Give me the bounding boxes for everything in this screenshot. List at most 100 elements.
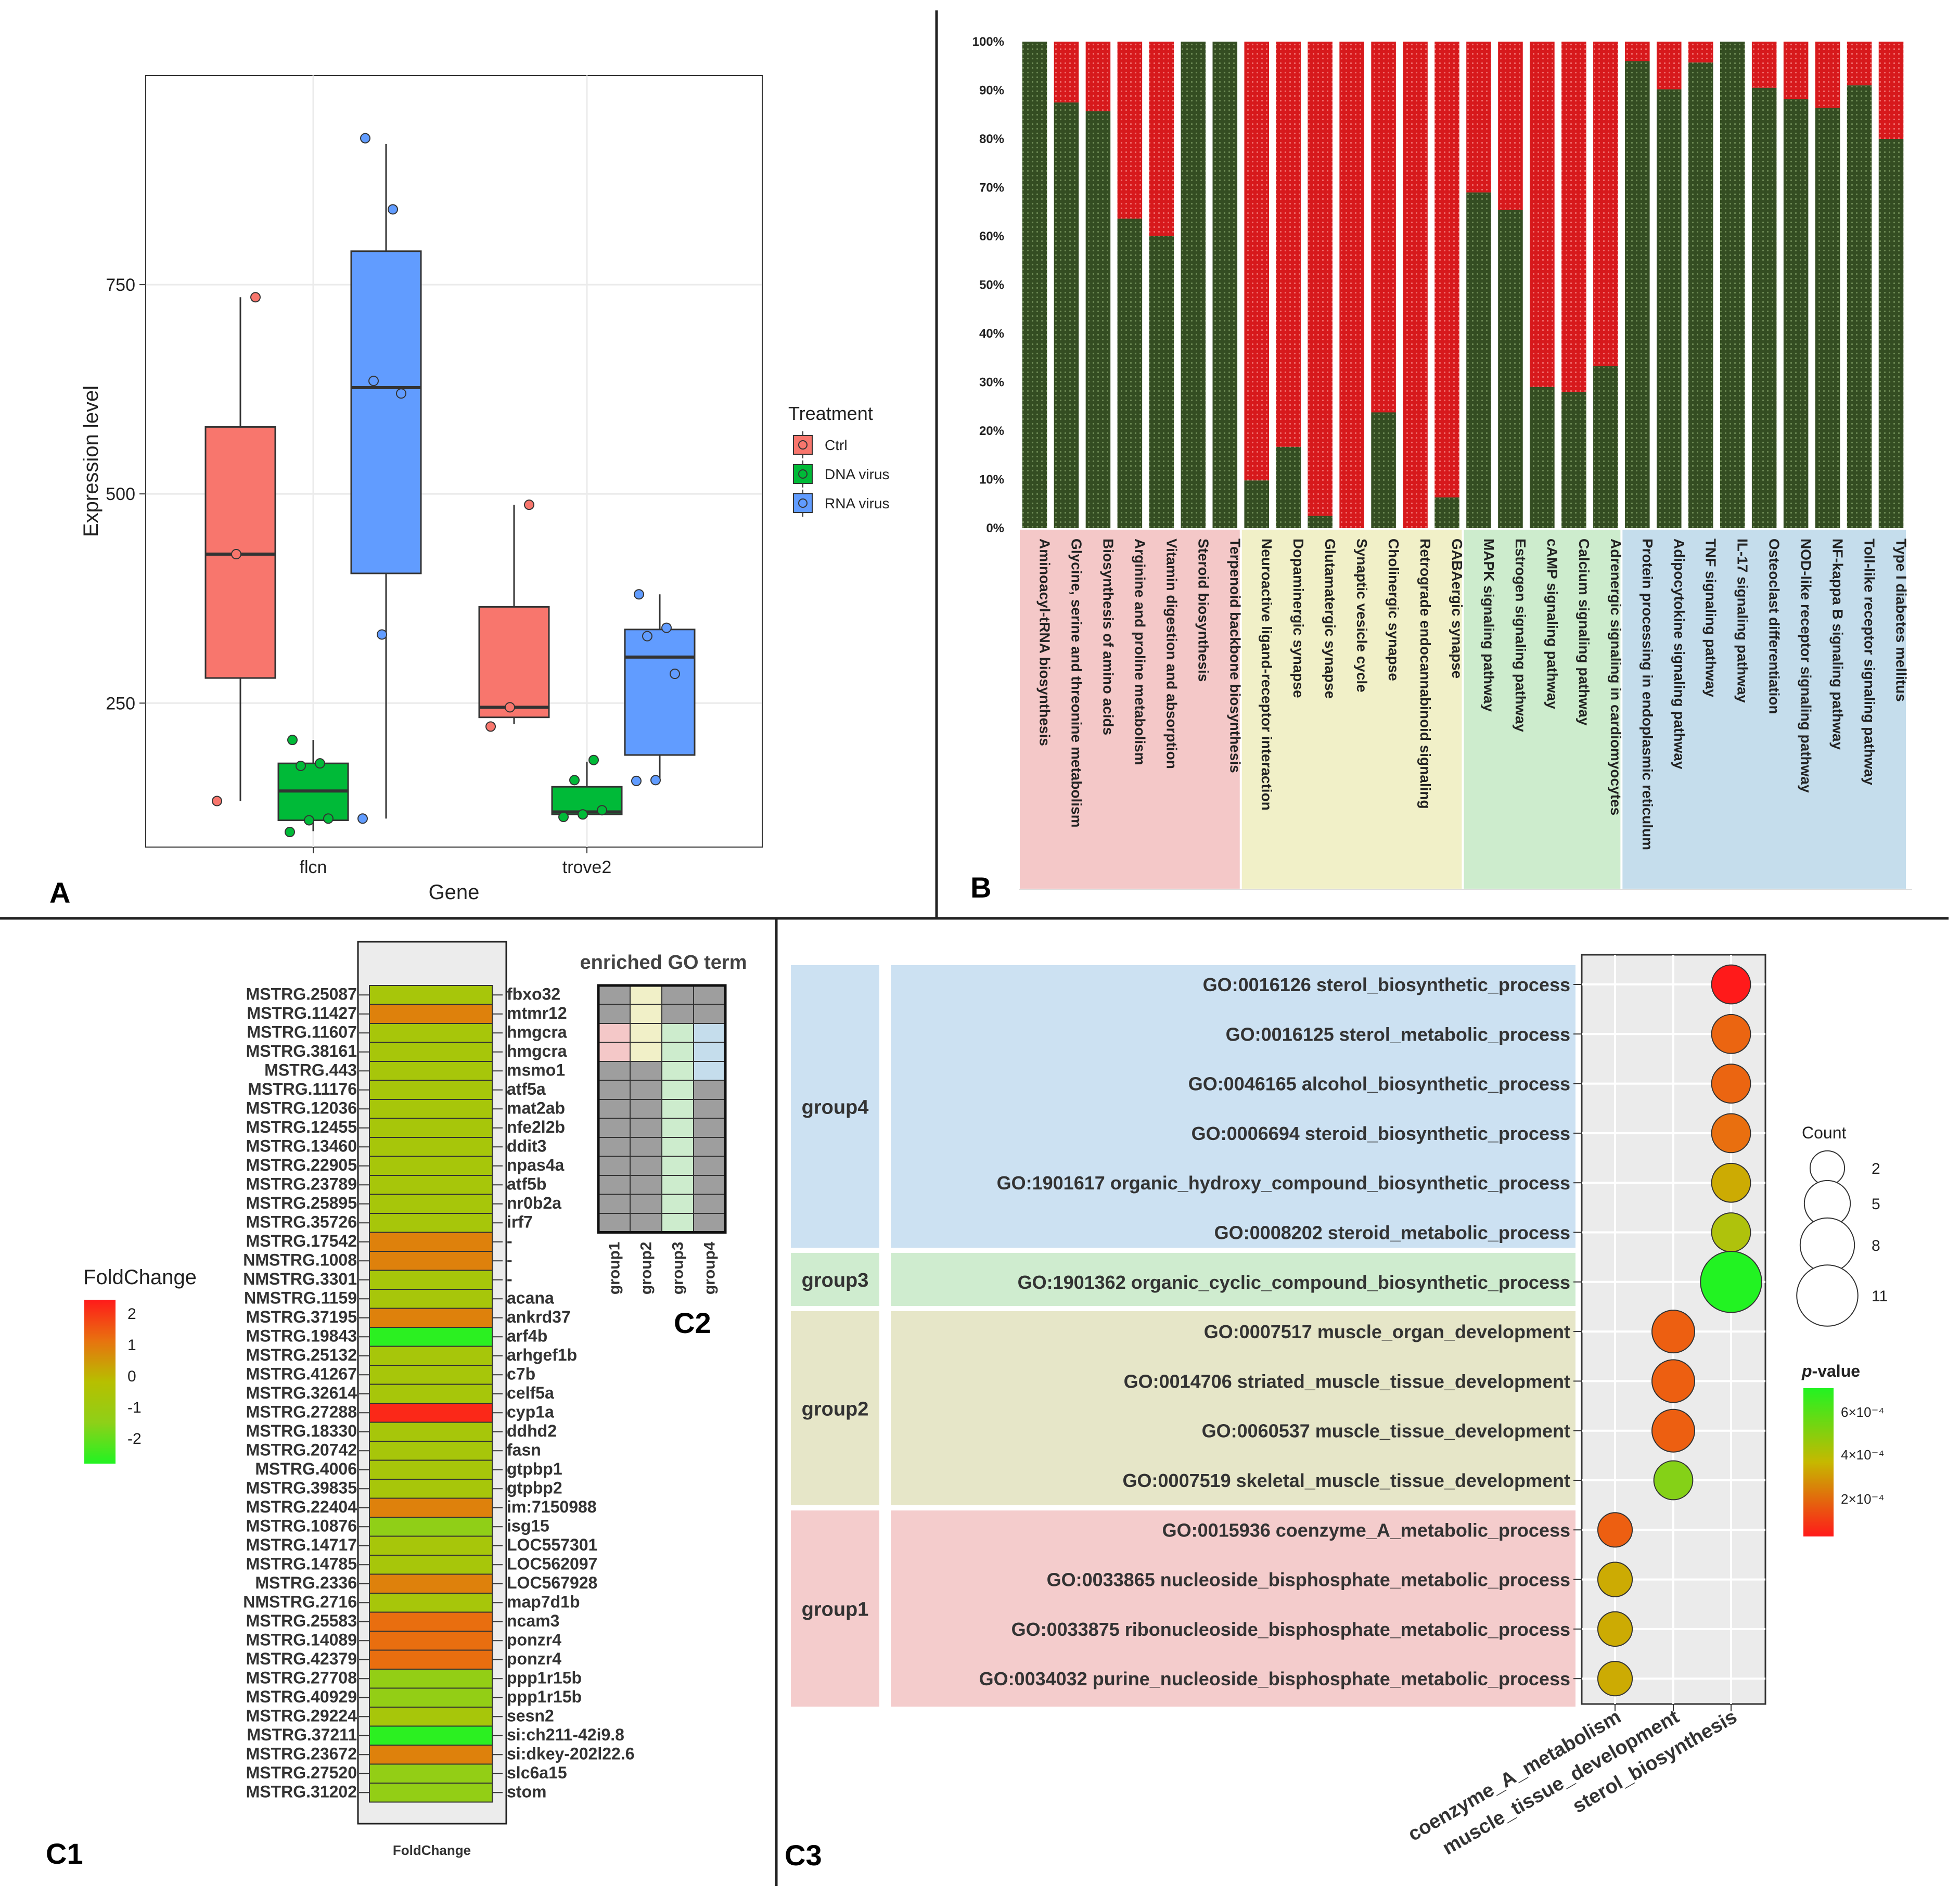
- c1-row-label-left: MSTRG.22905: [246, 1156, 357, 1174]
- c1-row-label-right: -: [507, 1251, 513, 1270]
- c2-cell: [661, 1194, 694, 1214]
- b-bar-red: [1593, 42, 1618, 366]
- c2-cell: [598, 1061, 631, 1081]
- c1-row-label-right: LOC562097: [507, 1555, 597, 1573]
- c3-color-legend-bar: [1803, 1388, 1834, 1536]
- c3-group-label-bg: [791, 1311, 879, 1505]
- c1-cell: [369, 1649, 493, 1670]
- c3-term-label: GO:0008202 steroid_metabolic_process: [1214, 1222, 1570, 1244]
- c2-cell: [661, 1118, 694, 1138]
- a-legend-label: DNA virus: [825, 466, 889, 482]
- c1-cell: [369, 1346, 493, 1366]
- b-category-label: Calcium signaling pathway: [1576, 539, 1592, 726]
- c1-legend-tick: 2: [127, 1305, 136, 1323]
- c1-row-label-right: nfe2l2b: [507, 1118, 565, 1136]
- c3-bubble: [1597, 1611, 1633, 1647]
- c1-row-label-left: MSTRG.27288: [246, 1403, 357, 1421]
- c3-group-label-bg: [791, 965, 879, 1248]
- c1-cell: [369, 1270, 493, 1290]
- c1-row-label-left: MSTRG.32614: [246, 1383, 357, 1402]
- c1-row-label-left: MSTRG.27520: [246, 1763, 357, 1782]
- c1-cell: [369, 1251, 493, 1271]
- c1-row-label-right: si:ch211-42i9.8: [507, 1725, 624, 1744]
- c1-row-label-left: MSTRG.22404: [246, 1497, 357, 1516]
- c3-bubble: [1711, 1162, 1751, 1203]
- a-box: [624, 629, 696, 756]
- c1-cell: [369, 1118, 493, 1138]
- a-tick-label-y: 500: [106, 484, 135, 504]
- c1-row-label-right: npas4a: [507, 1156, 564, 1174]
- c2-column-label: group1: [606, 1242, 623, 1295]
- c2-cell: [693, 1023, 726, 1043]
- c2-cell: [661, 1061, 694, 1081]
- panel-a-boxplot: 250 500 750 flcn trove2 Gene Expression level T…: [80, 75, 889, 904]
- c1-row-label-left: MSTRG.443: [264, 1061, 357, 1080]
- a-point: [323, 813, 334, 824]
- c1-row-label-left: MSTRG.35726: [246, 1213, 357, 1232]
- c2-cell: [693, 1156, 726, 1176]
- b-category-label: GABAergic synapse: [1449, 539, 1465, 678]
- c3-bubble: [1597, 1561, 1633, 1597]
- b-bar-red: [1276, 42, 1301, 447]
- b-category-label: Dopaminergic synapse: [1290, 539, 1306, 698]
- c1-cell: [369, 1194, 493, 1214]
- b-tick-label-y: 30%: [979, 376, 1004, 390]
- c1-row-label-right: irf7: [507, 1213, 533, 1232]
- a-point: [388, 204, 398, 215]
- c2-cell: [693, 1099, 726, 1119]
- c1-row-label-left: MSTRG.11176: [248, 1080, 357, 1098]
- c1-cell: [369, 1441, 493, 1461]
- panel-label-c3: C3: [785, 1839, 822, 1872]
- c1-row-label-left: MSTRG.13460: [246, 1137, 357, 1156]
- c1-row-label-right: gtpbp1: [507, 1459, 562, 1478]
- c1-row-label-left: MSTRG.14785: [246, 1555, 357, 1573]
- c1-cell: [369, 1593, 493, 1613]
- c1-row-label-left: MSTRG.14089: [246, 1631, 357, 1649]
- c2-cell: [598, 1118, 631, 1138]
- c1-row-label-right: mtmr12: [507, 1004, 567, 1022]
- c2-cell: [598, 1042, 631, 1062]
- c1-row-label-left: MSTRG.40929: [246, 1687, 357, 1706]
- b-bar-green: [1593, 366, 1618, 528]
- a-point: [631, 775, 642, 786]
- c3-term-label: GO:0007517 muscle_organ_development: [1204, 1321, 1570, 1342]
- c3-bubble: [1651, 1408, 1695, 1453]
- b-tick-label-y: 40%: [979, 327, 1004, 341]
- c1-cell: [369, 1421, 493, 1442]
- c1-row-label-left: NMSTRG.3301: [243, 1270, 357, 1288]
- c2-cell: [693, 1042, 726, 1062]
- c1-row-label-left: MSTRG.27708: [246, 1669, 357, 1687]
- c1-cell: [369, 1555, 493, 1575]
- c1-row-label-right: hmgcra: [507, 1042, 567, 1060]
- c1-row-label-right: -: [507, 1270, 513, 1288]
- c3-size-legend-title: Count: [1802, 1123, 1847, 1142]
- a-point: [524, 499, 534, 510]
- c3-term-label: GO:0014706 striated_muscle_tissue_develo…: [1124, 1370, 1570, 1392]
- c3-group-terms-bg: [891, 1311, 1575, 1505]
- c1-cell: [369, 1175, 493, 1195]
- c1-row-label-right: ddhd2: [507, 1421, 557, 1440]
- a-ylabel: Expression level: [80, 386, 103, 537]
- c1-row-label-left: NMSTRG.1159: [244, 1289, 357, 1308]
- c2-cell: [693, 1213, 726, 1233]
- c1-row-label-right: ncam3: [507, 1611, 559, 1630]
- c1-legend-tick: 0: [127, 1368, 136, 1385]
- c2-cell: [598, 1156, 631, 1176]
- b-bar-green: [1085, 111, 1111, 528]
- c1-row-label-left: MSTRG.29224: [246, 1707, 357, 1725]
- b-group-band: [1020, 530, 1240, 889]
- c1-cell: [369, 1725, 493, 1746]
- c1-row-label-right: sesn2: [507, 1707, 554, 1725]
- c3-term-label: GO:0034032 purine_nucleoside_bisphosphat…: [979, 1668, 1570, 1689]
- b-category-label: Type I diabetes mellitus: [1893, 539, 1910, 702]
- c1-row-label-left: MSTRG.25087: [246, 985, 357, 1004]
- a-point: [285, 827, 295, 838]
- a-point: [212, 796, 222, 806]
- c2-cell: [630, 1080, 662, 1100]
- b-bar-green: [1371, 412, 1396, 528]
- c1-cell: [369, 985, 493, 1005]
- a-box: [478, 606, 550, 719]
- c1-cell: [369, 1213, 493, 1233]
- b-bar-red: [1878, 42, 1904, 139]
- c3-color-legend-tick: 2×10⁻⁴: [1841, 1491, 1884, 1507]
